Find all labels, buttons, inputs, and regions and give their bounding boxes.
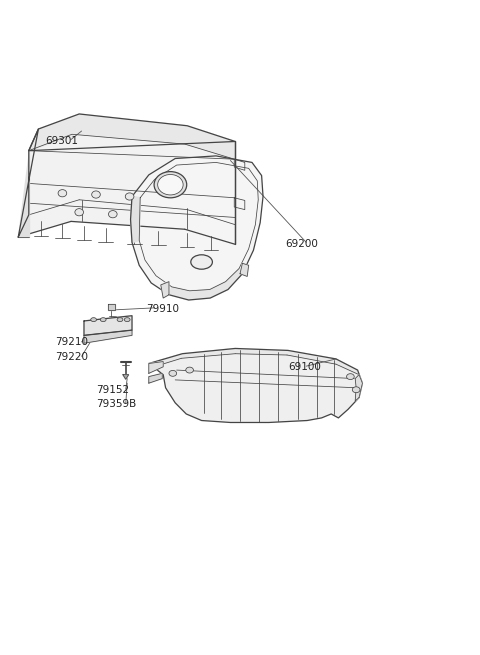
Polygon shape	[149, 362, 163, 373]
Ellipse shape	[92, 191, 100, 198]
Ellipse shape	[157, 174, 183, 195]
Ellipse shape	[154, 172, 187, 198]
Polygon shape	[149, 348, 362, 422]
Polygon shape	[169, 269, 242, 300]
Ellipse shape	[169, 371, 177, 376]
Text: 79220: 79220	[55, 352, 88, 362]
Polygon shape	[84, 316, 132, 335]
Text: 69301: 69301	[46, 136, 79, 146]
Ellipse shape	[124, 318, 130, 322]
Ellipse shape	[125, 193, 134, 200]
Ellipse shape	[75, 208, 84, 216]
Text: 79152: 79152	[96, 384, 129, 395]
Text: 69200: 69200	[286, 238, 318, 249]
Polygon shape	[123, 375, 129, 379]
Ellipse shape	[100, 318, 106, 322]
Polygon shape	[149, 348, 359, 375]
Text: 79210: 79210	[55, 337, 88, 347]
Ellipse shape	[91, 318, 96, 322]
Ellipse shape	[58, 190, 67, 197]
Polygon shape	[18, 151, 29, 237]
Text: 79359B: 79359B	[96, 399, 136, 409]
Polygon shape	[131, 156, 263, 300]
Polygon shape	[108, 304, 115, 310]
Polygon shape	[355, 375, 362, 401]
Ellipse shape	[347, 373, 354, 380]
Polygon shape	[149, 373, 162, 383]
Ellipse shape	[352, 386, 360, 392]
Polygon shape	[29, 114, 235, 159]
Text: 79910: 79910	[146, 304, 180, 314]
Polygon shape	[240, 263, 249, 276]
Ellipse shape	[108, 210, 117, 217]
Polygon shape	[84, 330, 132, 343]
Ellipse shape	[191, 255, 212, 269]
Polygon shape	[18, 114, 235, 244]
Polygon shape	[131, 196, 140, 242]
Ellipse shape	[117, 318, 123, 322]
Text: 69100: 69100	[288, 362, 321, 372]
Ellipse shape	[186, 367, 193, 373]
Polygon shape	[161, 282, 169, 298]
Polygon shape	[132, 196, 140, 242]
